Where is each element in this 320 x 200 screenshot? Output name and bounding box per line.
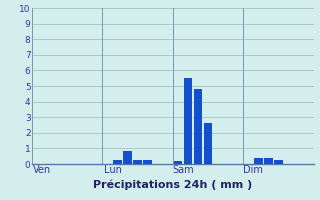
X-axis label: Précipitations 24h ( mm ): Précipitations 24h ( mm ) [93, 180, 252, 190]
Bar [194, 89, 202, 164]
Bar [123, 151, 132, 164]
Bar [173, 161, 182, 164]
Bar [133, 160, 142, 164]
Bar [204, 123, 212, 164]
Bar [254, 158, 262, 164]
Bar [264, 158, 273, 164]
Bar [113, 160, 122, 164]
Bar [184, 78, 192, 164]
Bar [143, 160, 152, 164]
Bar [274, 160, 283, 164]
